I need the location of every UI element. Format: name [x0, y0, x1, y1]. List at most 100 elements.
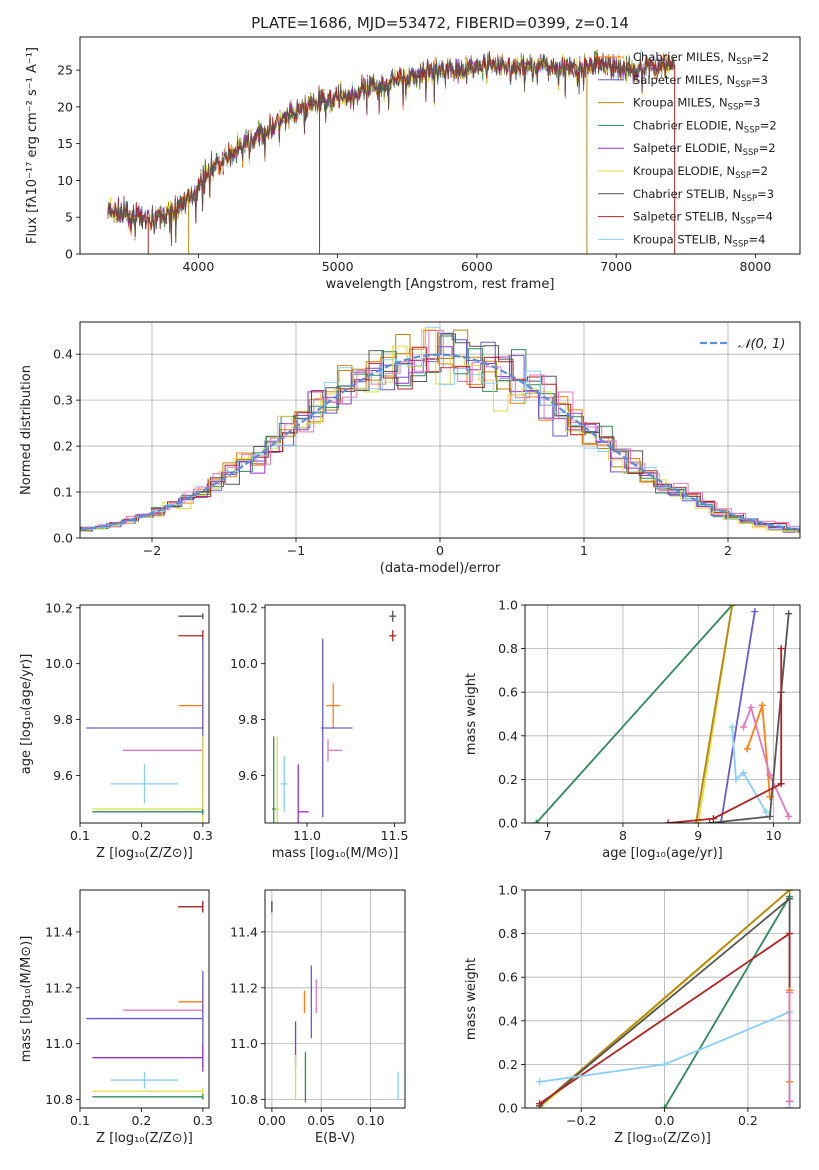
legend-entry: 𝒩(0, 1) [738, 337, 785, 352]
x-tick-label: 8000 [740, 259, 772, 274]
legend-entry: Salpeter ELODIE, NSSP=2 [633, 141, 776, 158]
mass-weight-marker [717, 819, 725, 823]
y-tick-label: 11.4 [45, 924, 73, 939]
x-tick-label: 8 [619, 828, 627, 843]
mass-weight-marker [732, 775, 740, 783]
x-tick-label: 7000 [600, 259, 632, 274]
legend-entry: Salpeter STELIB, NSSP=4 [633, 210, 773, 227]
residual-histogram [80, 328, 800, 533]
y-tick-label: 0.0 [53, 531, 73, 546]
errorbar-point [178, 683, 204, 728]
x-tick-label: 0.3 [193, 828, 213, 843]
weight_vs_age-plot-area [532, 605, 793, 823]
errorbar-point [389, 630, 397, 642]
age_vs_Z-plot-area [86, 613, 204, 823]
weight_vs_Z-plot-area [536, 890, 794, 1108]
y-tick-label: 0.6 [498, 685, 518, 700]
x-tick-label: 6000 [461, 259, 493, 274]
y-tick-label: 1.0 [498, 598, 518, 613]
legend-entry: Kroupa STELIB, NSSP=4 [633, 232, 765, 249]
mass-weight-marker [766, 771, 774, 779]
mass_vs_Z-frame [79, 889, 210, 1109]
mass-weight-line [731, 727, 767, 813]
y-tick-label: 11.0 [45, 1036, 73, 1051]
y-tick-label: 9.8 [53, 712, 73, 727]
errorbar-point [110, 764, 179, 804]
x-tick-label: 0.3 [193, 1113, 213, 1128]
mass-weight-line [709, 613, 790, 823]
y-tick-label: 0.8 [498, 926, 518, 941]
x-tick-label: 0.2 [131, 828, 151, 843]
y-tick-label: 11.4 [230, 924, 258, 939]
y-tick-label: 10.8 [45, 1092, 73, 1107]
mass-weight-marker [739, 769, 747, 777]
y-tick-label: 0.4 [498, 728, 518, 743]
errorbar-point [178, 630, 204, 642]
x-axis-label: age [log₁₀(age/yr)] [602, 846, 723, 861]
legend-entry: Salpeter MILES, NSSP=3 [633, 73, 768, 90]
errorbar-point [178, 613, 204, 619]
y-tick-label: 11.2 [230, 980, 258, 995]
x-tick-label: 0.2 [738, 1113, 758, 1128]
x-axis-label: E(B-V) [315, 1131, 355, 1146]
mass-weight-marker [747, 703, 755, 711]
errorbar-point [327, 739, 342, 762]
age_vs_mass-plot-area [272, 610, 397, 823]
mass-weight-line [720, 611, 756, 823]
y-tick-label: 0.3 [53, 393, 73, 408]
mass-weight-marker [786, 988, 794, 996]
x-tick-label: 0.1 [70, 828, 90, 843]
errorbar-point [110, 1071, 179, 1089]
y-tick-label: 9.6 [238, 768, 258, 783]
y-tick-label: 0.0 [498, 1101, 518, 1116]
y-tick-label: 10.2 [45, 600, 73, 615]
normal-curve [80, 353, 800, 531]
legend-entry: Chabrier MILES, NSSP=2 [633, 50, 769, 67]
mass-weight-marker [751, 608, 759, 616]
x-tick-label: 0.05 [307, 1113, 335, 1128]
x-tick-label: 7 [544, 828, 552, 843]
x-tick-label: −0.2 [566, 1113, 596, 1128]
age_vs_mass-axes: 11.0 11.5 9.6 9.8 10.0 10.2 mass [log₁₀(M/M⊙)] [230, 600, 408, 861]
mass-weight-marker [786, 1104, 794, 1108]
weight_vs_Z-frame [524, 889, 801, 1109]
errorbar-point [272, 736, 276, 823]
y-tick-label: 0.4 [498, 1013, 518, 1028]
mass-weight-marker [777, 780, 785, 788]
mass_vs_EBV-plot-area [271, 901, 399, 1103]
x-tick-label: 0.2 [131, 1113, 151, 1128]
x-tick-label: 11.0 [293, 828, 321, 843]
mass-weight-marker [706, 819, 714, 823]
y-tick-label: 10.8 [230, 1092, 258, 1107]
y-tick-label: 11.2 [45, 980, 73, 995]
spectrum-axes: 4000 5000 6000 7000 8000 0 5 10 15 20 25 wavelength… [25, 47, 771, 292]
x-tick-label: 11.5 [381, 828, 409, 843]
errorbar-point [92, 1094, 204, 1100]
y-tick-label: 11.0 [230, 1036, 258, 1051]
y-tick-label: 0 [65, 247, 73, 262]
spectrum-plot-area [107, 49, 676, 254]
weight_vs_age-frame [524, 604, 801, 824]
residual-legend: 𝒩(0, 1) [700, 337, 785, 352]
y-tick-label: 0.2 [53, 439, 73, 454]
x-tick-label: 10 [766, 828, 782, 843]
errorbar-point [389, 610, 397, 622]
x-axis-label: wavelength [Angstrom, rest frame] [326, 277, 555, 292]
mass-weight-marker [664, 819, 672, 823]
mass-weight-line [535, 605, 733, 823]
x-tick-label: 0.1 [70, 1113, 90, 1128]
legend-entry: Chabrier ELODIE, NSSP=2 [633, 118, 777, 135]
mass-weight-line [539, 890, 791, 1107]
spectrum-series-line [107, 50, 675, 242]
errorbar-point [326, 683, 341, 728]
y-tick-label: 25 [57, 63, 73, 78]
mass-weight-marker [786, 890, 794, 894]
mass-weight-marker [532, 819, 540, 823]
y-tick-label: 10.0 [45, 656, 73, 671]
errorbar-point [92, 1043, 204, 1072]
errorbar-point [92, 809, 204, 815]
residuals-frame [79, 321, 801, 539]
y-tick-label: 9.8 [238, 712, 258, 727]
y-axis-label: mass [log₁₀(M/M⊙)] [19, 936, 34, 1063]
